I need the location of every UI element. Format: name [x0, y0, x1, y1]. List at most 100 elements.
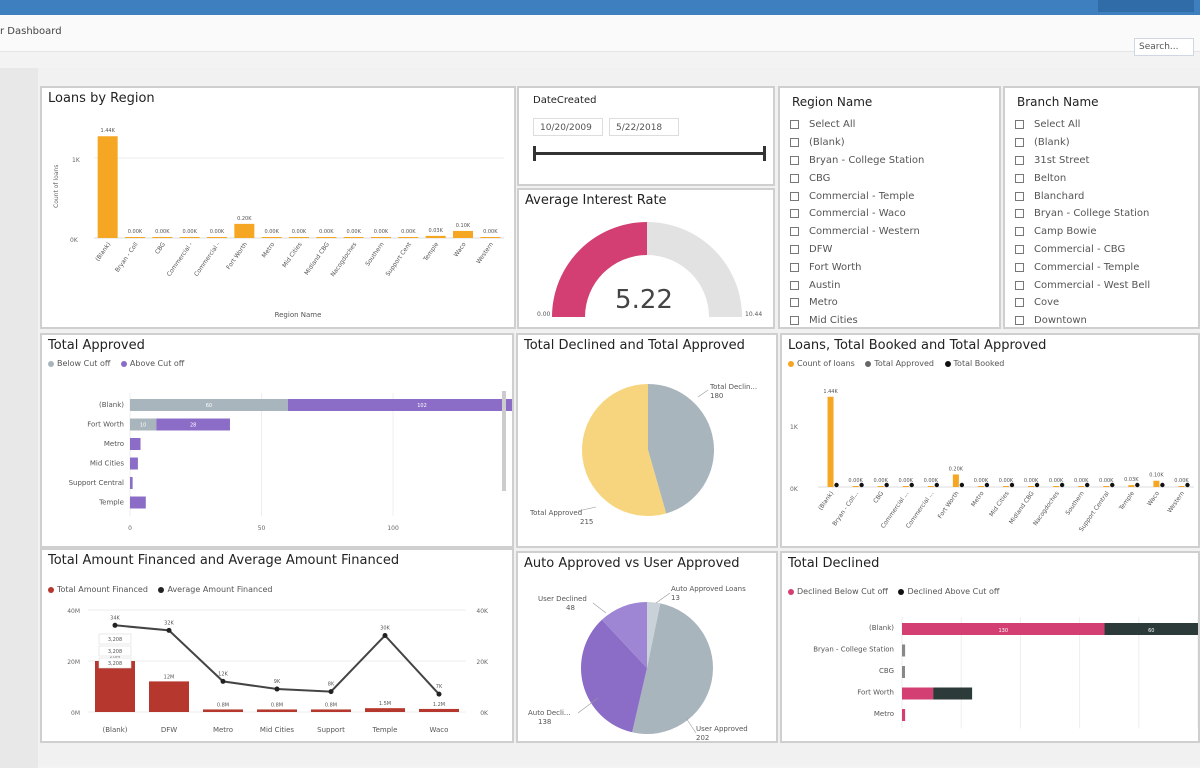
branch-item-31st-street[interactable]: 31st Street — [1015, 152, 1194, 170]
checkbox[interactable] — [790, 209, 799, 219]
branch-item-cove[interactable]: Cove — [1015, 294, 1194, 312]
declined-approved-title: Total Declined and Total Approved — [524, 338, 745, 353]
bar-below-cbg — [902, 666, 905, 678]
checkbox[interactable] — [1015, 280, 1024, 290]
date-start-input[interactable]: 10/20/2009 — [533, 118, 603, 136]
auto-user-tile[interactable]: Auto Approved vs User Approved Auto Appr… — [516, 551, 778, 743]
bar-value-label: 1.2M — [433, 702, 445, 708]
loans-booked-chart[interactable]: 1K 0K 1.44K (Blank) 0.00K Bryan - Coll... 0.00… — [782, 335, 1198, 546]
total-declined-tile[interactable]: Total Declined Declined Below Cut off De… — [780, 551, 1200, 743]
date-range-start-handle[interactable] — [533, 146, 536, 161]
region-item-metro[interactable]: Metro — [790, 294, 995, 312]
date-end-input[interactable]: 5/22/2018 — [609, 118, 679, 136]
branch-slicer-tile[interactable]: Branch Name Select All (Blank) 31st Street… — [1003, 86, 1200, 329]
declined-approved-tile[interactable]: Total Declined and Total Approved Total … — [516, 333, 778, 548]
region-item-bryan-college-station[interactable]: Bryan - College Station — [790, 152, 995, 170]
region-item-label: Select All — [809, 119, 856, 131]
branch-item-blank[interactable]: (Blank) — [1015, 134, 1194, 152]
auto-user-pie[interactable]: Auto Approved Loans 13 User Declined 48 … — [518, 553, 776, 741]
legend-dot-declined-below — [788, 588, 794, 595]
loans-booked-tile[interactable]: Loans, Total Booked and Total Approved C… — [780, 333, 1200, 548]
checkbox[interactable] — [790, 138, 799, 148]
region-item-fort-worth[interactable]: Fort Worth — [790, 258, 995, 276]
checkbox[interactable] — [1015, 262, 1024, 272]
branch-item-bryan-college-station[interactable]: Bryan - College Station — [1015, 205, 1194, 223]
region-item-commercial-waco[interactable]: Commercial - Waco — [790, 205, 995, 223]
branch-item-blanchard[interactable]: Blanchard — [1015, 187, 1194, 205]
checkbox[interactable] — [1015, 191, 1024, 201]
bar-label: 0.00K — [1099, 478, 1114, 484]
category-label: Midland CBG — [303, 241, 331, 277]
branch-item-commercial-cbg[interactable]: Commercial - CBG — [1015, 241, 1194, 259]
checkbox[interactable] — [790, 120, 799, 130]
checkbox[interactable] — [1015, 155, 1024, 165]
pie-slice-user-declined — [601, 602, 647, 668]
bar-label: 0.00K — [128, 229, 143, 235]
date-slicer-tile[interactable]: DateCreated 10/20/2009 5/22/2018 — [517, 86, 775, 186]
checkbox[interactable] — [1015, 120, 1024, 130]
region-item-commercial-western[interactable]: Commercial - Western — [790, 223, 995, 241]
amount-financed-chart[interactable]: 40M 40K 20M 20K 0M 0K 20M (Blank) 34K 12M DFW 32K 0.… — [42, 550, 512, 741]
branch-item-label: Commercial - CBG — [1034, 243, 1126, 255]
region-item-select-all[interactable]: Select All — [790, 116, 995, 134]
total-declined-chart[interactable]: (Blank) Bryan - College Station CBG Fort Wo… — [782, 553, 1198, 741]
region-item-label: Commercial - Temple — [809, 190, 915, 202]
interest-rate-gauge[interactable]: 5.22 0.00 10.44 — [519, 190, 773, 327]
interest-rate-tile[interactable]: Average Interest Rate 5.22 0.00 10.44 — [517, 188, 775, 329]
branch-item-commercial-west-bell[interactable]: Commercial - West Bell — [1015, 276, 1194, 294]
checkbox[interactable] — [790, 244, 799, 254]
category-label: Fort Worth — [857, 689, 894, 697]
region-item-mid-cities[interactable]: Mid Cities — [790, 312, 995, 327]
checkbox[interactable] — [790, 262, 799, 272]
branch-slicer-list[interactable]: Select All (Blank) 31st Street Belton Blanch… — [1015, 116, 1194, 327]
region-item-label: Commercial - Waco — [809, 208, 906, 220]
bar-metro — [977, 486, 984, 487]
amount-financed-tile[interactable]: Total Amount Financed and Average Amount… — [40, 548, 514, 743]
loans-by-region-tile[interactable]: Loans by Region Count of loans 1K 0K 1.44K (… — [40, 86, 516, 329]
bar-label: 0.00K — [873, 478, 888, 484]
checkbox[interactable] — [790, 155, 799, 165]
checkbox[interactable] — [790, 173, 799, 183]
checkbox[interactable] — [1015, 138, 1024, 148]
declined-approved-pie[interactable]: Total Declin... 180 Total Approved 215 — [518, 335, 776, 546]
marker-total-booked — [959, 482, 965, 488]
checkbox[interactable] — [790, 191, 799, 201]
checkbox[interactable] — [1015, 227, 1024, 237]
total-approved-tile[interactable]: Total Approved Below Cut off Above Cut o… — [40, 333, 514, 548]
checkbox[interactable] — [790, 316, 799, 326]
bar-label: 0.20K — [949, 466, 964, 472]
date-range-end-handle[interactable] — [763, 146, 766, 161]
checkbox[interactable] — [1015, 298, 1024, 308]
region-item-cbg[interactable]: CBG — [790, 169, 995, 187]
checkbox[interactable] — [790, 227, 799, 237]
checkbox[interactable] — [1015, 244, 1024, 254]
branch-item-select-all[interactable]: Select All — [1015, 116, 1194, 134]
date-range-track[interactable] — [535, 152, 763, 155]
total-approved-chart[interactable]: 0 50 100 (Blank) Fort Worth Metro Mid Cities Su… — [42, 335, 512, 546]
loans-by-region-ylabel: Count of loans — [53, 165, 60, 208]
checkbox[interactable] — [1015, 316, 1024, 326]
checkbox[interactable] — [790, 280, 799, 290]
checkbox[interactable] — [1015, 209, 1024, 219]
checkbox[interactable] — [790, 298, 799, 308]
branch-item-commercial-temple[interactable]: Commercial - Temple — [1015, 258, 1194, 276]
region-slicer-tile[interactable]: Region Name Select All (Blank) Bryan - Col… — [778, 86, 1001, 329]
region-item-commercial-temple[interactable]: Commercial - Temple — [790, 187, 995, 205]
region-slicer-list[interactable]: Select All (Blank) Bryan - College Station… — [790, 116, 995, 327]
line-value-label: 30K — [380, 626, 390, 632]
category-label: Support Central — [69, 479, 124, 487]
branch-item-downtown[interactable]: Downtown — [1015, 312, 1194, 327]
category-label: Bryan - College Station — [813, 646, 894, 654]
checkbox[interactable] — [1015, 173, 1024, 183]
region-item-dfw[interactable]: DFW — [790, 241, 995, 259]
region-item-blank[interactable]: (Blank) — [790, 134, 995, 152]
average-financed-point — [112, 622, 118, 628]
line-value-label: 12K — [218, 671, 228, 677]
branch-item-camp-bowie[interactable]: Camp Bowie — [1015, 223, 1194, 241]
left-ytick: 0M — [71, 710, 80, 717]
region-item-austin[interactable]: Austin — [790, 276, 995, 294]
category-label: Fort Worth — [937, 490, 961, 520]
search-input[interactable]: Search... — [1134, 38, 1194, 56]
branch-item-belton[interactable]: Belton — [1015, 169, 1194, 187]
loans-by-region-chart[interactable]: Count of loans 1K 0K 1.44K (Blank) 0.00K Bryan… — [42, 88, 514, 327]
